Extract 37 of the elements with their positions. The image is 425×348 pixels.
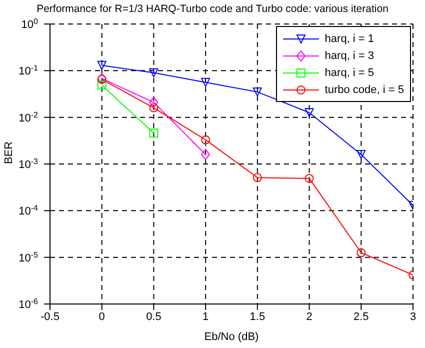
legend-label: harq, i = 5 [324, 66, 374, 78]
point [149, 96, 158, 108]
x-tick-label: 3 [410, 310, 416, 323]
x-tick-label: -0.5 [40, 310, 60, 323]
point [201, 78, 210, 87]
y-tick-label: 10$^{-2}$ [18, 110, 39, 124]
x-tick-label: 0 [98, 310, 105, 323]
y-tick-label: 10$^{-4}$ [18, 203, 39, 218]
y-tick-label: 10$^{-1}$ [18, 63, 39, 78]
point [149, 128, 158, 138]
point [252, 173, 262, 182]
y-tick-label: 10$^{0}$ [21, 16, 39, 31]
x-tick-label: 2 [306, 310, 312, 323]
point [201, 148, 210, 160]
x-tick-label: 0.5 [146, 310, 162, 323]
y-tick-label: 10$^{-5}$ [18, 250, 39, 264]
x-tick-label: 1.5 [250, 310, 266, 323]
point [252, 87, 262, 96]
point [97, 80, 106, 90]
x-tick-label: 1 [202, 310, 209, 323]
chart-title: Performance for R=1/3 HARQ-Turbo code and Turbo code: various iteration [36, 3, 390, 15]
point [304, 174, 314, 183]
y-tick-label: 10$^{-6}$ [18, 296, 39, 311]
legend-label: harq, i = 1 [324, 32, 374, 44]
point [356, 248, 366, 258]
point [304, 108, 314, 118]
point [97, 60, 106, 70]
point [149, 103, 158, 112]
legend-label: turbo code, i = 5 [324, 84, 404, 96]
x-axis-title: Eb/No (dB) [204, 331, 259, 343]
point [149, 68, 158, 78]
y-axis-title: BER [2, 141, 15, 164]
y-tick-label: 10$^{-3}$ [18, 156, 39, 171]
point [356, 150, 366, 159]
x-tick-label: 2.5 [353, 310, 369, 323]
legend-label: harq, i = 3 [324, 50, 374, 62]
point [201, 135, 210, 144]
